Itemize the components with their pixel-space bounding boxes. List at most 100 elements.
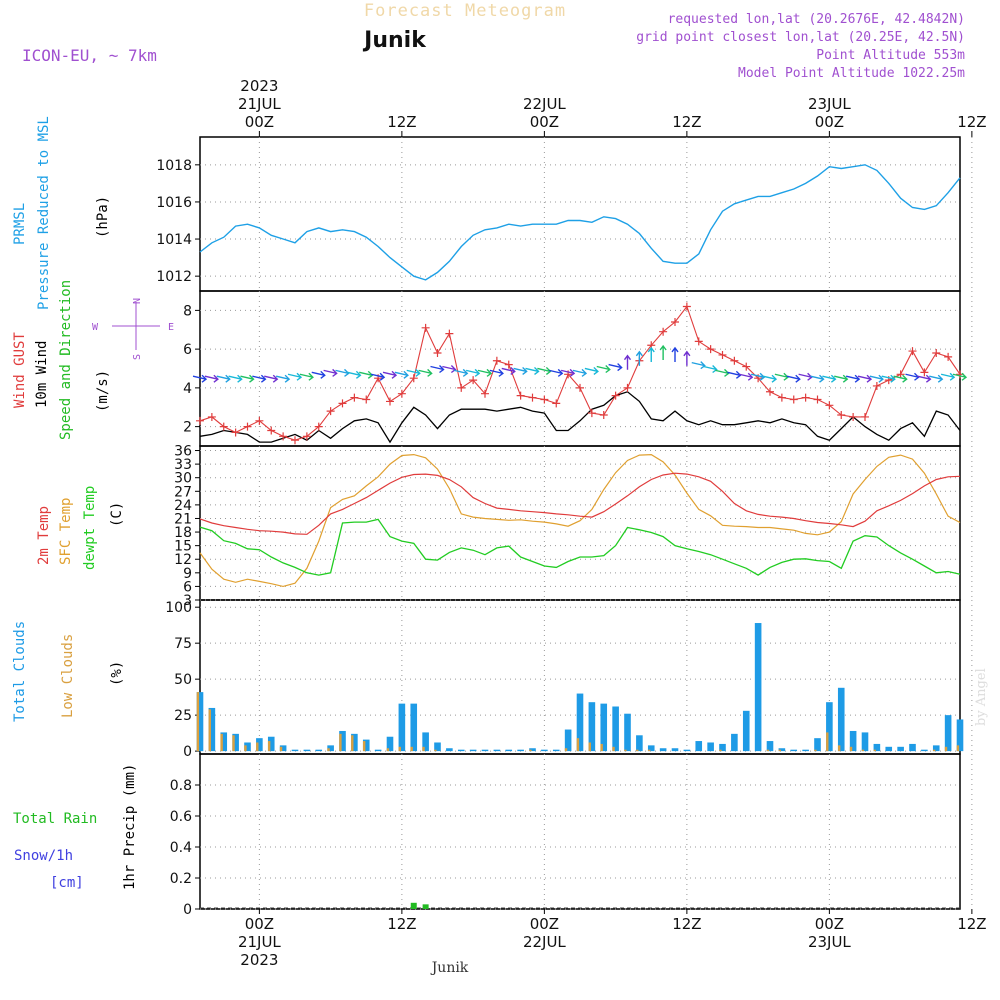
total-clouds-bar [659, 748, 667, 752]
wind-direction-arrow [810, 374, 825, 383]
rain-bar [410, 902, 417, 909]
temp-dewpt-label: dewpt Temp [82, 486, 98, 570]
wind-direction-arrow [275, 374, 291, 383]
total-clouds-bar [339, 730, 346, 752]
total-clouds-bar [576, 693, 584, 752]
y-tick-label: 100 [165, 600, 192, 616]
wind-direction-arrow [596, 365, 611, 374]
wind-direction-arrow [703, 365, 718, 374]
y-tick-label: 25 [174, 708, 192, 724]
time-tick-label: 22JUL [523, 95, 566, 113]
snow-label: Snow/1h [14, 848, 73, 864]
y-tick-label: 27 [174, 484, 192, 500]
gust-point [504, 360, 513, 369]
total-clouds-bar [849, 730, 857, 752]
time-tick-label: 23JUL [808, 933, 851, 951]
gust-point [801, 393, 810, 402]
gust-point [872, 381, 881, 390]
total-clouds-bar [766, 741, 774, 752]
low-clouds-bar [351, 735, 354, 752]
low-clouds-bar [612, 746, 615, 752]
low-clouds-bar [279, 746, 283, 752]
time-tick-label: 22JUL [523, 933, 566, 951]
temp-2m-line [199, 472, 961, 535]
total-clouds-bar [802, 749, 809, 752]
total-clouds-bar [220, 732, 228, 752]
total-clouds-bar [552, 749, 560, 752]
footer-location: Junik [430, 960, 469, 976]
low-clouds-bar [861, 749, 865, 752]
low-clouds-bar [434, 749, 437, 752]
gust-point [528, 393, 537, 402]
total-clouds-bar [909, 743, 916, 752]
wind-direction-arrow [560, 368, 576, 377]
wind-direction-arrow [659, 344, 667, 360]
y-tick-label: 9 [183, 566, 192, 582]
time-tick-label: 2023 [240, 951, 278, 969]
total-clouds-bar [505, 749, 513, 752]
total-clouds-bar [303, 749, 311, 752]
temp-2m-label: 2m Temp [36, 506, 52, 565]
total-clouds-bar [814, 738, 821, 752]
low-clouds-bar [422, 746, 425, 752]
gust-point [944, 352, 953, 361]
gust-point [267, 426, 276, 435]
low-clouds-bar [244, 745, 247, 752]
y-tick-label: 2 [183, 420, 192, 436]
wind-direction-arrow [869, 374, 884, 383]
wind-direction-arrow [715, 368, 730, 377]
total-clouds-bar [398, 703, 406, 752]
wind-direction-arrow [240, 374, 255, 383]
low-clouds-bar [588, 742, 591, 752]
requested-coords: requested lon,lat (20.2676E, 42.4842N) [668, 12, 965, 27]
total-clouds-bar [671, 748, 679, 752]
total-clouds-bar [469, 749, 477, 752]
gust-point [766, 387, 774, 396]
wind-panel [199, 290, 961, 447]
total-clouds-bar [707, 742, 714, 752]
gust-point [718, 350, 727, 359]
wind-direction-arrow [917, 374, 932, 383]
wind-direction-arrow [881, 374, 896, 383]
gust-point [516, 391, 525, 400]
clouds-ylabel: (%) [109, 661, 125, 686]
total-clouds-bar [837, 687, 845, 752]
total-clouds-bar [481, 749, 489, 752]
wind-direction-arrow [347, 370, 362, 379]
gust-point [409, 374, 418, 383]
total-clouds-bar [897, 746, 904, 752]
low-clouds-bar [647, 749, 651, 752]
precip-panel [199, 753, 961, 910]
compass-west: W [92, 322, 99, 333]
gust-point [813, 395, 822, 404]
y-tick-label: 15 [174, 539, 192, 555]
wind-direction-arrow [323, 368, 338, 377]
total-clouds-bar [422, 732, 429, 752]
wind-direction-arrow [940, 372, 956, 381]
y-tick-label: 30 [174, 471, 192, 487]
gust-point [730, 356, 739, 365]
wind-direction-arrow [671, 346, 679, 362]
product-title: Forecast Meteogram [364, 1, 566, 21]
wind-direction-arrow [430, 365, 445, 374]
total-clouds-bar [683, 749, 691, 752]
y-tick-label: 24 [174, 498, 192, 514]
wind-direction-arrow [845, 374, 861, 383]
gust-point [302, 432, 311, 441]
total-clouds-bar [944, 715, 952, 752]
wind-direction-arrow [216, 374, 231, 383]
y-tick-label: 0 [183, 744, 192, 760]
total-clouds-bar [362, 739, 370, 752]
wind-direction-arrow [798, 372, 813, 381]
low-clouds-bar [386, 748, 390, 752]
gust-point [849, 412, 858, 421]
wind-direction-arrow [739, 372, 754, 381]
low-clouds-bar [636, 749, 639, 752]
total-clouds-bar [434, 742, 441, 752]
total-clouds-bar [410, 703, 418, 752]
precip-ylabel: 1hr Precip (mm) [122, 764, 138, 890]
wind-direction-arrow [857, 374, 873, 383]
total-clouds-bar [885, 746, 893, 752]
